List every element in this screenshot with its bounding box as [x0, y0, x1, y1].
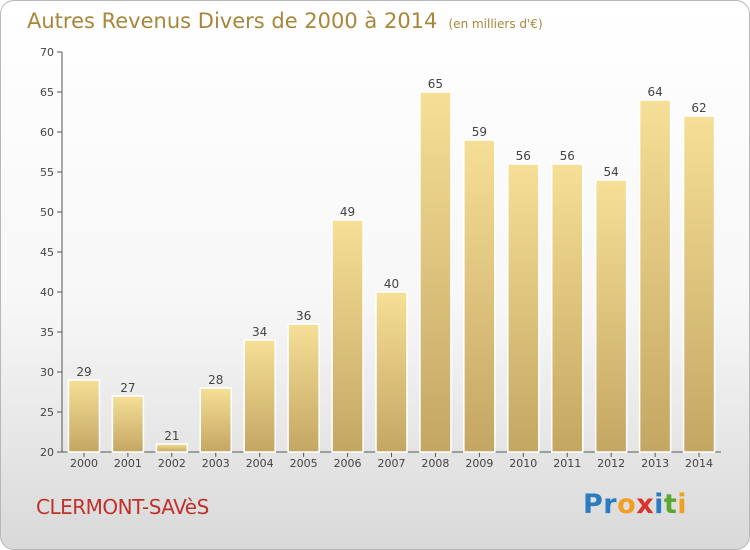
x-tick-label: 2002 — [158, 457, 186, 470]
y-tick-label: 50 — [40, 206, 54, 219]
bar-2011 — [550, 163, 584, 453]
bar-2010 — [507, 163, 540, 453]
x-tick-label: 2005 — [290, 457, 318, 470]
data-label-2009: 59 — [472, 125, 487, 139]
y-tick-label: 65 — [40, 86, 54, 99]
bar-2000 — [67, 379, 101, 453]
y-tick-label: 60 — [40, 126, 54, 139]
data-label-2000: 29 — [76, 365, 91, 379]
data-label-2004: 34 — [252, 325, 267, 339]
data-label-2011: 56 — [560, 149, 575, 163]
bar-2001 — [111, 395, 145, 453]
y-tick-label: 35 — [40, 326, 54, 339]
chart-title: Autres Revenus Divers de 2000 à 2014 (en… — [27, 9, 543, 33]
data-label-2007: 40 — [384, 277, 399, 291]
y-tick-label: 20 — [40, 446, 54, 459]
bar-2013 — [638, 99, 672, 453]
x-tick-label: 2008 — [421, 457, 449, 470]
y-tick-label: 30 — [40, 366, 54, 379]
x-tick-label: 2009 — [465, 457, 493, 470]
data-label-2012: 54 — [604, 165, 619, 179]
x-tick-label: 2013 — [641, 457, 669, 470]
bar-2002 — [155, 443, 189, 453]
bar-2003 — [199, 387, 233, 453]
data-label-2014: 62 — [691, 101, 706, 115]
commune-name: CLERMONT-SAVèS — [36, 495, 209, 519]
x-tick-label: 2000 — [70, 457, 98, 470]
x-tick-label: 2001 — [114, 457, 142, 470]
y-tick-label: 55 — [40, 166, 54, 179]
bar-2005 — [287, 323, 320, 453]
data-label-2010: 56 — [516, 149, 531, 163]
x-tick-label: 2006 — [334, 457, 362, 470]
bar-2012 — [594, 179, 628, 453]
bar-2007 — [375, 291, 408, 453]
data-label-2006: 49 — [340, 205, 355, 219]
logo-letter: i — [677, 489, 688, 520]
x-tick-label: 2012 — [597, 457, 625, 470]
chart-title-main: Autres Revenus Divers de 2000 à 2014 — [27, 9, 438, 33]
bar-2008 — [419, 91, 452, 453]
y-tick-label: 40 — [40, 286, 54, 299]
data-label-2001: 27 — [120, 381, 135, 395]
data-labels: 29 27 21 28 34 36 49 40 65 59 56 56 54 64 62 — [76, 77, 706, 443]
chart-title-unit: (en milliers d'€) — [448, 17, 543, 31]
y-tick-label: 70 — [40, 46, 54, 59]
logo-letter: t — [663, 489, 678, 520]
x-tick-label: 2014 — [685, 457, 713, 470]
y-tick-label: 25 — [40, 406, 54, 419]
x-tick-label: 2010 — [509, 457, 537, 470]
logo-letter: r — [603, 489, 618, 520]
bar-2004 — [243, 339, 276, 453]
x-tick-label: 2004 — [246, 457, 274, 470]
logo-letter: P — [583, 489, 604, 520]
data-label-2013: 64 — [647, 85, 662, 99]
data-label-2003: 28 — [208, 373, 223, 387]
data-label-2008: 65 — [428, 77, 443, 91]
y-tick-label: 45 — [40, 246, 54, 259]
logo-letter: x — [636, 489, 655, 520]
x-tick-label: 2003 — [202, 457, 230, 470]
x-tick-label: 2011 — [553, 457, 581, 470]
data-label-2005: 36 — [296, 309, 311, 323]
bars — [67, 91, 716, 453]
data-label-2002: 21 — [164, 429, 179, 443]
proxiti-logo: Proxiti — [583, 489, 687, 520]
bar-2006 — [331, 219, 364, 453]
bar-2014 — [682, 115, 716, 453]
logo-letter: i — [654, 489, 664, 520]
bar-2009 — [463, 139, 496, 453]
axes: 20 25 30 35 40 45 50 55 60 65 70 2000 2001 2002 2003 20… — [40, 46, 721, 470]
logo-letter: o — [617, 489, 637, 520]
x-tick-label: 2007 — [378, 457, 406, 470]
